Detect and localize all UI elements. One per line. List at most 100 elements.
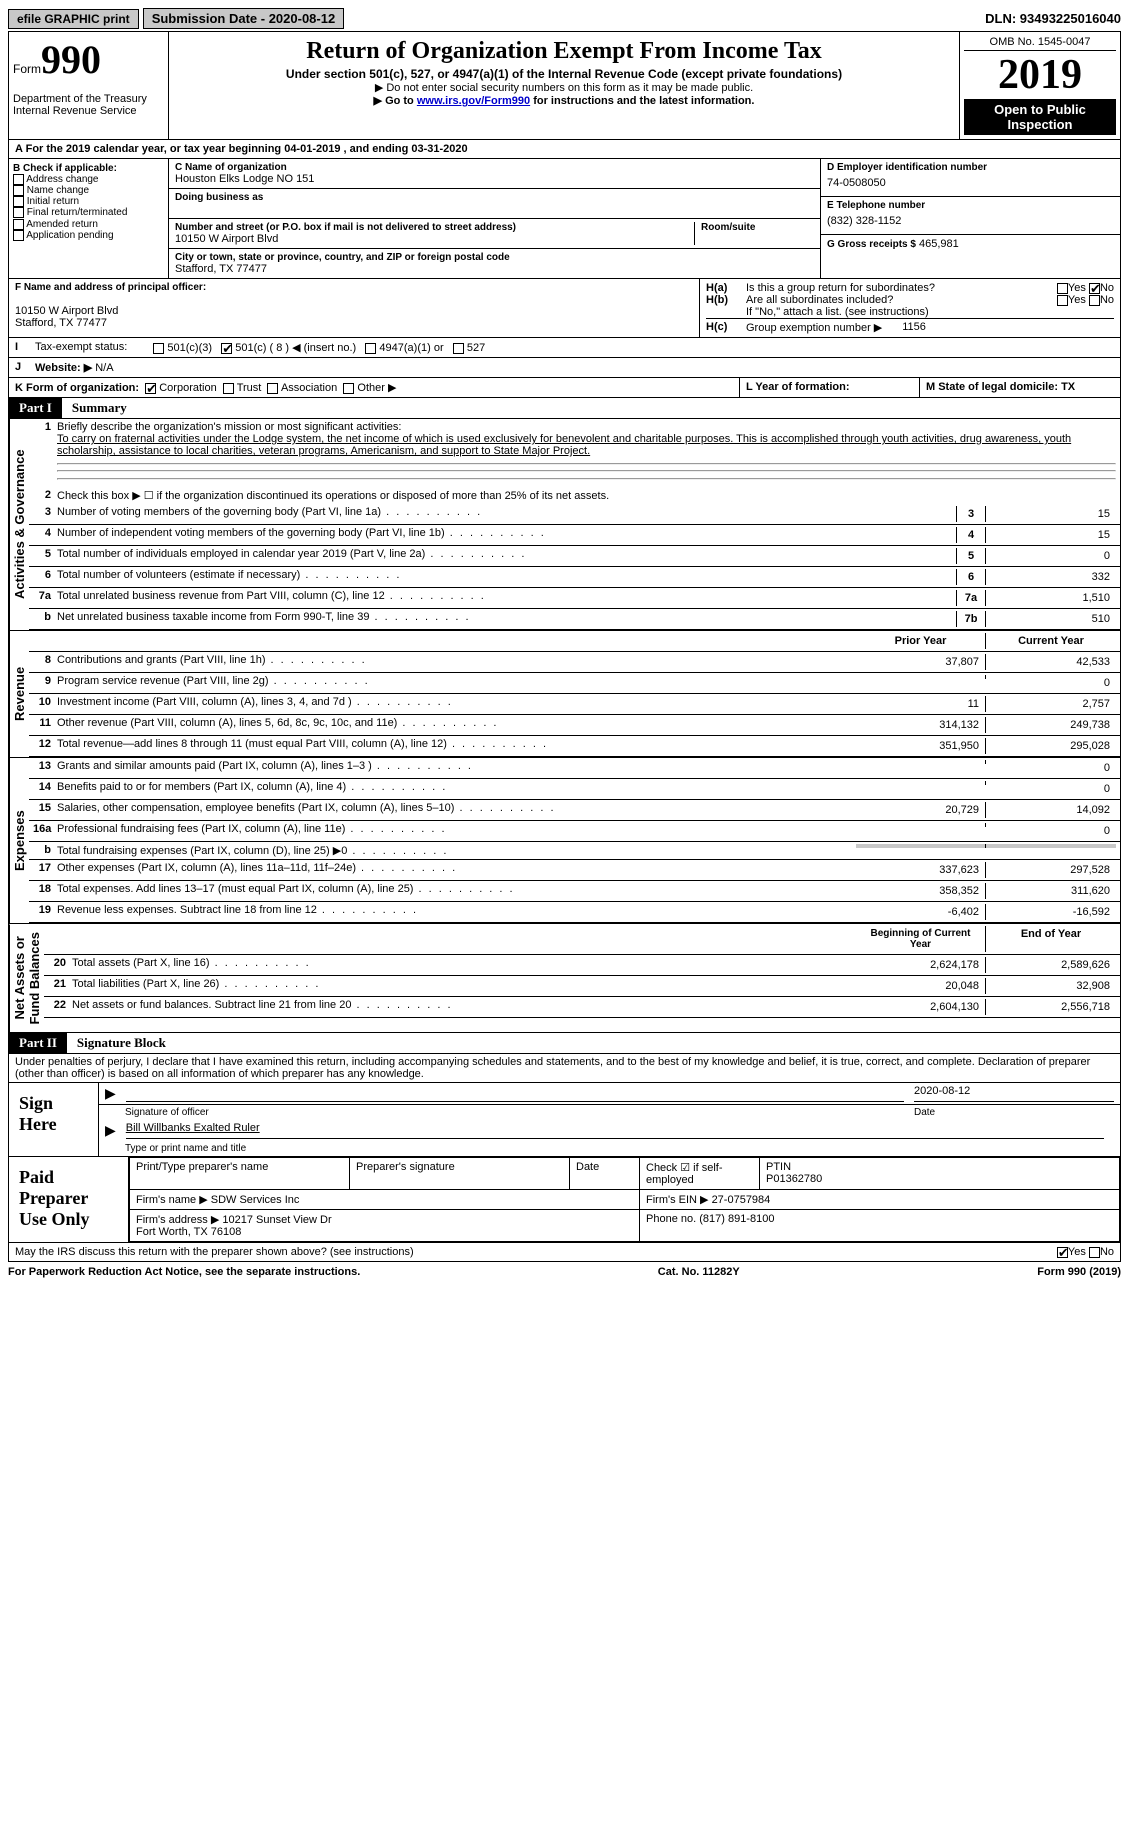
addr-value: 10150 W Airport Blvd <box>175 233 694 245</box>
m-label: M State of legal domicile: TX <box>920 378 1120 397</box>
paperwork-notice: For Paperwork Reduction Act Notice, see … <box>8 1266 360 1278</box>
paid-preparer-label: Paid Preparer Use Only <box>9 1157 129 1242</box>
info-block: B Check if applicable: Address change Na… <box>8 159 1121 279</box>
bcy-hdr: Beginning of Current Year <box>856 926 986 952</box>
gross-receipts: 465,981 <box>919 238 959 250</box>
c-name-label: C Name of organization <box>175 162 814 173</box>
declaration-text: Under penalties of perjury, I declare th… <box>8 1054 1121 1083</box>
current-year-hdr: Current Year <box>986 633 1116 649</box>
i-label: Tax-exempt status: <box>29 338 133 357</box>
f-label: F Name and address of principal officer: <box>15 282 693 293</box>
cat-no: Cat. No. 11282Y <box>658 1266 740 1278</box>
hb-text: Are all subordinates included? <box>746 294 1057 306</box>
form-number: 990 <box>41 37 101 82</box>
form-footer: Form 990 (2019) <box>1037 1266 1121 1278</box>
net-assets-block: Net Assets or Fund Balances Beginning of… <box>8 924 1121 1033</box>
part2-header: Part II Signature Block <box>8 1033 1121 1054</box>
expenses-block: Expenses 13Grants and similar amounts pa… <box>8 758 1121 924</box>
b-label: B Check if applicable: <box>13 163 164 174</box>
addr-label: Number and street (or P.O. box if mail i… <box>175 222 694 233</box>
i-501c[interactable] <box>221 343 232 354</box>
l-label: L Year of formation: <box>740 378 920 397</box>
b-opt-chk[interactable] <box>13 185 24 196</box>
type-name-label: Type or print name and title <box>125 1143 246 1154</box>
pp-date-label: Date <box>570 1158 640 1190</box>
b-opt-chk[interactable] <box>13 174 24 185</box>
sig-officer-label: Signature of officer <box>125 1107 914 1118</box>
room-label: Room/suite <box>701 222 814 233</box>
firm-name: SDW Services Inc <box>211 1194 300 1206</box>
ha-no[interactable] <box>1089 283 1100 294</box>
k-corp[interactable] <box>145 383 156 394</box>
paid-preparer-block: Paid Preparer Use Only Print/Type prepar… <box>8 1157 1121 1243</box>
form-word: Form <box>13 62 41 76</box>
org-name: Houston Elks Lodge NO 151 <box>175 173 814 185</box>
form-title: Return of Organization Exempt From Incom… <box>173 38 955 65</box>
dln-label: DLN: 93493225016040 <box>985 11 1121 26</box>
prior-year-hdr: Prior Year <box>856 633 986 649</box>
i-527[interactable] <box>453 343 464 354</box>
firm-ein: 27-0757984 <box>712 1194 771 1206</box>
city-label: City or town, state or province, country… <box>175 252 814 263</box>
line-a: A For the 2019 calendar year, or tax yea… <box>8 140 1121 159</box>
omb-number: OMB No. 1545-0047 <box>964 36 1116 51</box>
form-subtitle: Under section 501(c), 527, or 4947(a)(1)… <box>173 67 955 81</box>
note-goto-post: for instructions and the latest informat… <box>530 95 754 107</box>
pp-check-label: Check ☑ if self-employed <box>640 1158 760 1190</box>
submission-button[interactable]: Submission Date - 2020-08-12 <box>143 8 345 29</box>
b-opt-chk[interactable] <box>13 196 24 207</box>
firm-phone: (817) 891-8100 <box>699 1213 774 1225</box>
eoy-hdr: End of Year <box>986 926 1116 942</box>
note-goto-pre: ▶ Go to <box>374 95 417 107</box>
ha-yes[interactable] <box>1057 283 1068 294</box>
discuss-yes[interactable] <box>1057 1247 1068 1258</box>
ha-text: Is this a group return for subordinates? <box>746 282 1057 294</box>
i-501c3[interactable] <box>153 343 164 354</box>
part1-header: Part I Summary <box>8 398 1121 419</box>
top-bar: efile GRAPHIC print Submission Date - 20… <box>8 8 1121 29</box>
line-klm: K Form of organization: Corporation Trus… <box>8 378 1121 398</box>
revenue-block: Revenue Prior Year Current Year 8Contrib… <box>8 631 1121 758</box>
i-4947[interactable] <box>365 343 376 354</box>
vtab-na: Net Assets or Fund Balances <box>9 924 44 1032</box>
f-addr1: 10150 W Airport Blvd <box>15 305 693 317</box>
officer-name: Bill Willbanks Exalted Ruler <box>126 1122 1104 1139</box>
pp-name-label: Print/Type preparer's name <box>130 1158 350 1190</box>
ptin-value: P01362780 <box>766 1173 822 1185</box>
sign-here-block: Sign Here ▶ 2020-08-12 Signature of offi… <box>8 1083 1121 1157</box>
hc-value: 1156 <box>882 321 926 334</box>
efile-button[interactable]: efile GRAPHIC print <box>8 9 139 29</box>
line-i: I Tax-exempt status: 501(c)(3) 501(c) ( … <box>8 338 1121 358</box>
dba-label: Doing business as <box>175 192 814 203</box>
b-opt-chk[interactable] <box>13 230 24 241</box>
mission-text: To carry on fraternal activities under t… <box>57 433 1116 457</box>
k-assoc[interactable] <box>267 383 278 394</box>
form-header: Form990 Department of the Treasury Inter… <box>8 31 1121 140</box>
line-j: J Website: ▶ N/A <box>8 358 1121 378</box>
l1-label: Briefly describe the organization's miss… <box>57 421 1116 433</box>
phone-value: (832) 328-1152 <box>827 211 1114 231</box>
k-other[interactable] <box>343 383 354 394</box>
b-opt-chk[interactable] <box>13 207 24 218</box>
date-label: Date <box>914 1107 1114 1118</box>
l2-text: Check this box ▶ ☐ if the organization d… <box>57 489 1116 502</box>
k-trust[interactable] <box>223 383 234 394</box>
sign-here-label: Sign Here <box>9 1083 99 1156</box>
vtab-exp: Expenses <box>9 758 29 923</box>
g-label: G Gross receipts $ <box>827 239 916 250</box>
f-addr2: Stafford, TX 77477 <box>15 317 693 329</box>
f-h-row: F Name and address of principal officer:… <box>8 279 1121 338</box>
note-ssn: ▶ Do not enter social security numbers o… <box>173 81 955 94</box>
hb-no[interactable] <box>1089 295 1100 306</box>
hb-note: If "No," attach a list. (see instruction… <box>706 306 1114 318</box>
city-value: Stafford, TX 77477 <box>175 263 814 275</box>
vtab-rev: Revenue <box>9 631 29 757</box>
discuss-row: May the IRS discuss this return with the… <box>8 1243 1121 1262</box>
discuss-no[interactable] <box>1089 1247 1100 1258</box>
form990-link[interactable]: www.irs.gov/Form990 <box>417 95 530 107</box>
d-label: D Employer identification number <box>827 162 1114 173</box>
tax-year: 2019 <box>964 51 1116 99</box>
hb-yes[interactable] <box>1057 295 1068 306</box>
b-opt-chk[interactable] <box>13 219 24 230</box>
dept-label: Department of the Treasury Internal Reve… <box>13 93 164 117</box>
